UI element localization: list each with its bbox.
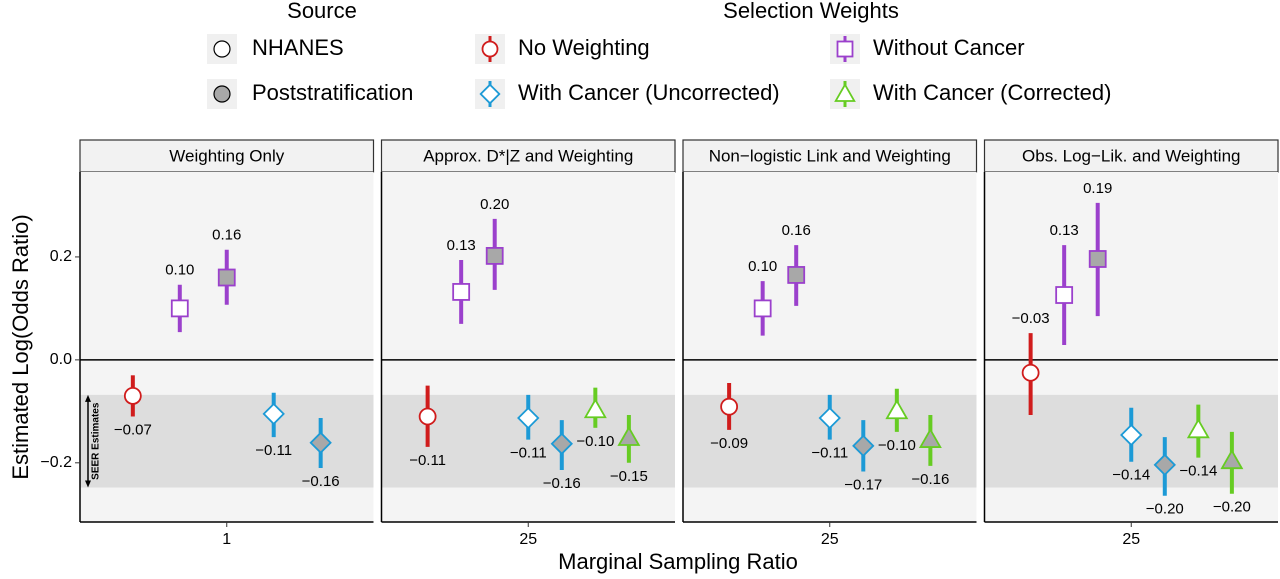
data-label: 0.13: [1050, 222, 1079, 239]
point: [753, 299, 772, 318]
strip: [380, 139, 676, 173]
point: [262, 402, 285, 426]
point: [1021, 363, 1040, 382]
point: [1120, 423, 1143, 447]
point: [1088, 250, 1107, 268]
point: [1186, 418, 1210, 439]
x-tick-label: 25: [821, 531, 839, 548]
point: [485, 246, 504, 265]
legend-label: With Cancer (Corrected): [873, 80, 1111, 105]
data-label: −0.09: [710, 435, 748, 452]
point: [818, 406, 841, 430]
data-label: −0.16: [302, 473, 340, 490]
point: [852, 434, 875, 458]
strip: [983, 139, 1279, 173]
legend-label: NHANES: [252, 35, 344, 60]
data-label: −0.03: [1012, 310, 1050, 327]
y-tick-label: −0.2: [40, 454, 72, 471]
seer-label: SEER Estimates: [91, 402, 102, 480]
point: [583, 398, 607, 419]
y-tick-label: 0.0: [50, 351, 72, 368]
data-label: −0.14: [1112, 467, 1150, 484]
data-label: −0.07: [114, 421, 152, 438]
point: [1153, 453, 1176, 477]
point: [550, 432, 573, 455]
x-tick-label: 25: [519, 531, 537, 548]
data-label: −0.16: [543, 475, 581, 492]
legend-label: No Weighting: [518, 35, 650, 60]
strip-label: Approx. D*|Z and Weighting: [423, 146, 633, 165]
data-label: 0.19: [1083, 180, 1112, 197]
strip-label: Weighting Only: [169, 146, 284, 165]
point: [309, 431, 332, 454]
data-label: 0.20: [480, 196, 509, 213]
legend-symbol: [834, 82, 856, 102]
legend-title: Selection Weights: [723, 0, 899, 23]
data-label: −0.20: [1213, 499, 1251, 516]
x-tick-label: 1: [222, 531, 231, 548]
legend-symbol: [213, 40, 231, 58]
data-label: −0.11: [811, 445, 848, 462]
point: [418, 407, 437, 426]
strip-label: Non−logistic Link and Weighting: [709, 146, 951, 165]
point: [452, 283, 471, 301]
point: [885, 399, 909, 420]
legend-label: Poststratification: [252, 80, 413, 105]
point: [217, 268, 236, 287]
point: [787, 266, 806, 284]
data-label: −0.15: [610, 468, 648, 485]
x-tick-label: 25: [1122, 531, 1140, 548]
point: [170, 299, 189, 318]
data-label: −0.17: [844, 477, 882, 494]
data-label: −0.20: [1146, 501, 1184, 518]
y-axis-title: Estimated Log(Odds Ratio): [8, 214, 33, 479]
data-label: −0.10: [576, 433, 614, 450]
point: [918, 427, 942, 448]
strip-label: Obs. Log−Lik. and Weighting: [1022, 146, 1240, 165]
point: [517, 406, 540, 430]
legend-symbol: [836, 40, 854, 58]
point: [720, 397, 739, 416]
data-label: −0.14: [1179, 463, 1217, 480]
strip: [682, 139, 978, 173]
data-label: 0.13: [447, 237, 476, 254]
data-label: 0.10: [748, 258, 777, 275]
point: [1055, 286, 1074, 304]
point: [1220, 449, 1244, 470]
y-tick-label: 0.2: [50, 248, 72, 265]
data-label: 0.16: [212, 227, 241, 244]
legend-symbol: [213, 85, 231, 103]
data-label: −0.11: [255, 442, 292, 459]
seer-arrow-head: [85, 394, 91, 402]
legend-symbol: [479, 83, 501, 105]
x-axis-title: Marginal Sampling Ratio: [558, 549, 798, 574]
point: [617, 425, 641, 446]
data-label: 0.16: [782, 222, 811, 239]
legend-title: Source: [287, 0, 357, 23]
data-label: −0.16: [911, 471, 949, 488]
strip: [79, 139, 375, 173]
legend-symbol: [481, 40, 499, 58]
data-label: 0.10: [165, 262, 194, 279]
data-label: −0.11: [510, 445, 547, 462]
legend-label: With Cancer (Uncorrected): [518, 80, 780, 105]
data-label: −0.11: [409, 452, 446, 469]
legend-label: Without Cancer: [873, 35, 1025, 60]
data-label: −0.10: [878, 437, 916, 454]
seer-arrow-head: [85, 480, 91, 488]
point: [123, 386, 142, 405]
